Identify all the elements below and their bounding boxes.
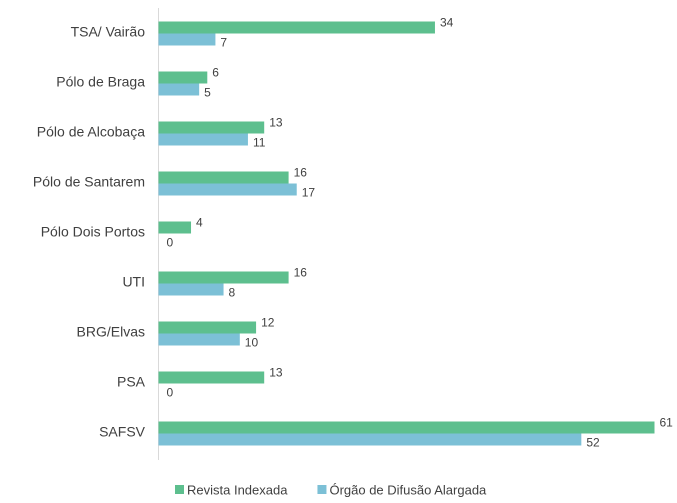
category-label: Pólo Dois Portos (41, 224, 145, 240)
bar (158, 333, 240, 346)
bar (158, 221, 192, 234)
value-label: 13 (269, 366, 283, 380)
value-label: 10 (245, 336, 259, 350)
value-label: 8 (229, 286, 236, 300)
bar (158, 133, 248, 146)
category-label: Pólo de Santarem (33, 174, 145, 190)
bar (158, 83, 200, 96)
value-label: 17 (302, 186, 316, 200)
category-label: Pólo de Braga (56, 74, 145, 90)
value-label: 34 (440, 16, 454, 30)
bar (158, 183, 297, 196)
bar (158, 33, 216, 46)
bar (158, 371, 265, 384)
category-label: BRG/Elvas (77, 324, 145, 340)
legend-label: Revista Indexada (187, 482, 288, 497)
value-label: 52 (586, 436, 600, 450)
category-label: Pólo de Alcobaça (37, 124, 145, 140)
bar (158, 321, 257, 334)
bar (158, 283, 224, 296)
category-label: UTI (122, 274, 145, 290)
value-label: 13 (269, 116, 283, 130)
bar (158, 421, 655, 434)
value-label: 16 (294, 166, 308, 180)
category-label: TSA/ Vairão (71, 24, 146, 40)
bar (158, 271, 289, 284)
value-label: 5 (204, 86, 211, 100)
category-label: PSA (117, 374, 146, 390)
value-label: 0 (167, 236, 174, 250)
legend-label: Órgão de Difusão Alargada (329, 482, 487, 497)
legend-swatch (317, 485, 327, 494)
legend-swatch (175, 485, 184, 494)
bar (158, 171, 289, 184)
bar (158, 433, 582, 446)
value-label: 16 (294, 266, 308, 280)
bar (158, 71, 208, 84)
bar (158, 121, 265, 134)
value-label: 7 (220, 36, 227, 50)
value-label: 6 (212, 66, 219, 80)
value-label: 0 (167, 386, 174, 400)
value-label: 4 (196, 216, 203, 230)
category-label: SAFSV (99, 424, 146, 440)
value-label: 11 (253, 136, 266, 150)
bar (158, 21, 435, 34)
value-label: 12 (261, 316, 275, 330)
value-label: 61 (660, 416, 674, 430)
